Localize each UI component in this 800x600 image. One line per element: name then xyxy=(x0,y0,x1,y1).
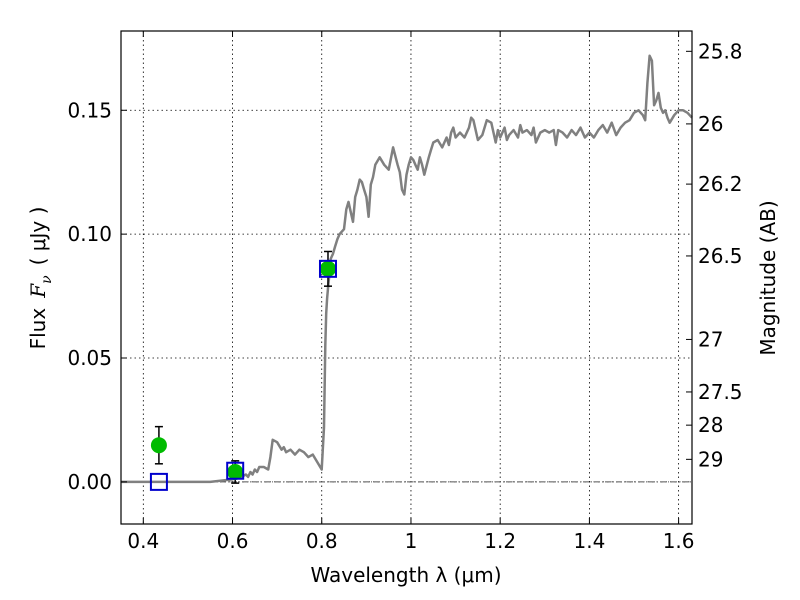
observed-flux-point xyxy=(150,437,167,454)
y-tick-label: 0.15 xyxy=(67,98,112,122)
right-tick-label: 28 xyxy=(698,413,723,437)
observed-flux-point xyxy=(319,260,336,277)
right-tick-label: 25.8 xyxy=(698,39,743,63)
y-axis-label-symbol: F xyxy=(26,283,50,299)
x-tick-label: 1.4 xyxy=(573,529,605,553)
right-tick-label: 29 xyxy=(698,447,723,471)
right-axis-label: Magnitude (AB) xyxy=(756,200,780,355)
x-tick-label: 1 xyxy=(405,529,418,553)
y-axis-label-subscript: ν xyxy=(39,275,55,284)
spectrum-layer xyxy=(121,54,693,484)
x-tick-label: 0.6 xyxy=(217,529,249,553)
x-tick-label: 1.2 xyxy=(484,529,516,553)
right-tick-label: 27 xyxy=(698,327,723,351)
y-tick-label: 0.10 xyxy=(67,222,112,246)
y-axis-label-unit: ( μJy ) xyxy=(26,207,50,266)
model-photometry-square xyxy=(226,461,245,480)
x-tick-label: 1.6 xyxy=(663,529,695,553)
right-tick-label: 26 xyxy=(698,112,723,136)
spectrum-line xyxy=(121,54,693,484)
photometry-layer xyxy=(149,250,337,491)
right-tick-label: 26.2 xyxy=(698,172,743,196)
y-axis-label: Flux Fν ( μJy ) xyxy=(26,207,55,350)
plot-frame xyxy=(120,30,693,525)
grid-layer xyxy=(121,31,692,524)
ticks-layer: 0.4 0.6 0.8 1 1.2 1.4 1.6 0.00 0.05 0.10 0.15 25.8 2… xyxy=(67,31,743,553)
x-axis-label: Wavelength λ (μm) xyxy=(310,563,501,587)
y-tick-label: 0.00 xyxy=(67,470,112,494)
y-axis-label-text: Flux xyxy=(26,308,50,350)
right-tick-label: 26.5 xyxy=(698,244,743,268)
y-tick-label: 0.05 xyxy=(67,346,112,370)
model-photometry-square xyxy=(318,259,337,278)
x-tick-label: 0.8 xyxy=(306,529,338,553)
model-photometry-square xyxy=(149,472,168,491)
x-tick-label: 0.4 xyxy=(127,529,159,553)
right-tick-label: 27.5 xyxy=(698,380,743,404)
observed-flux-point xyxy=(227,463,244,480)
